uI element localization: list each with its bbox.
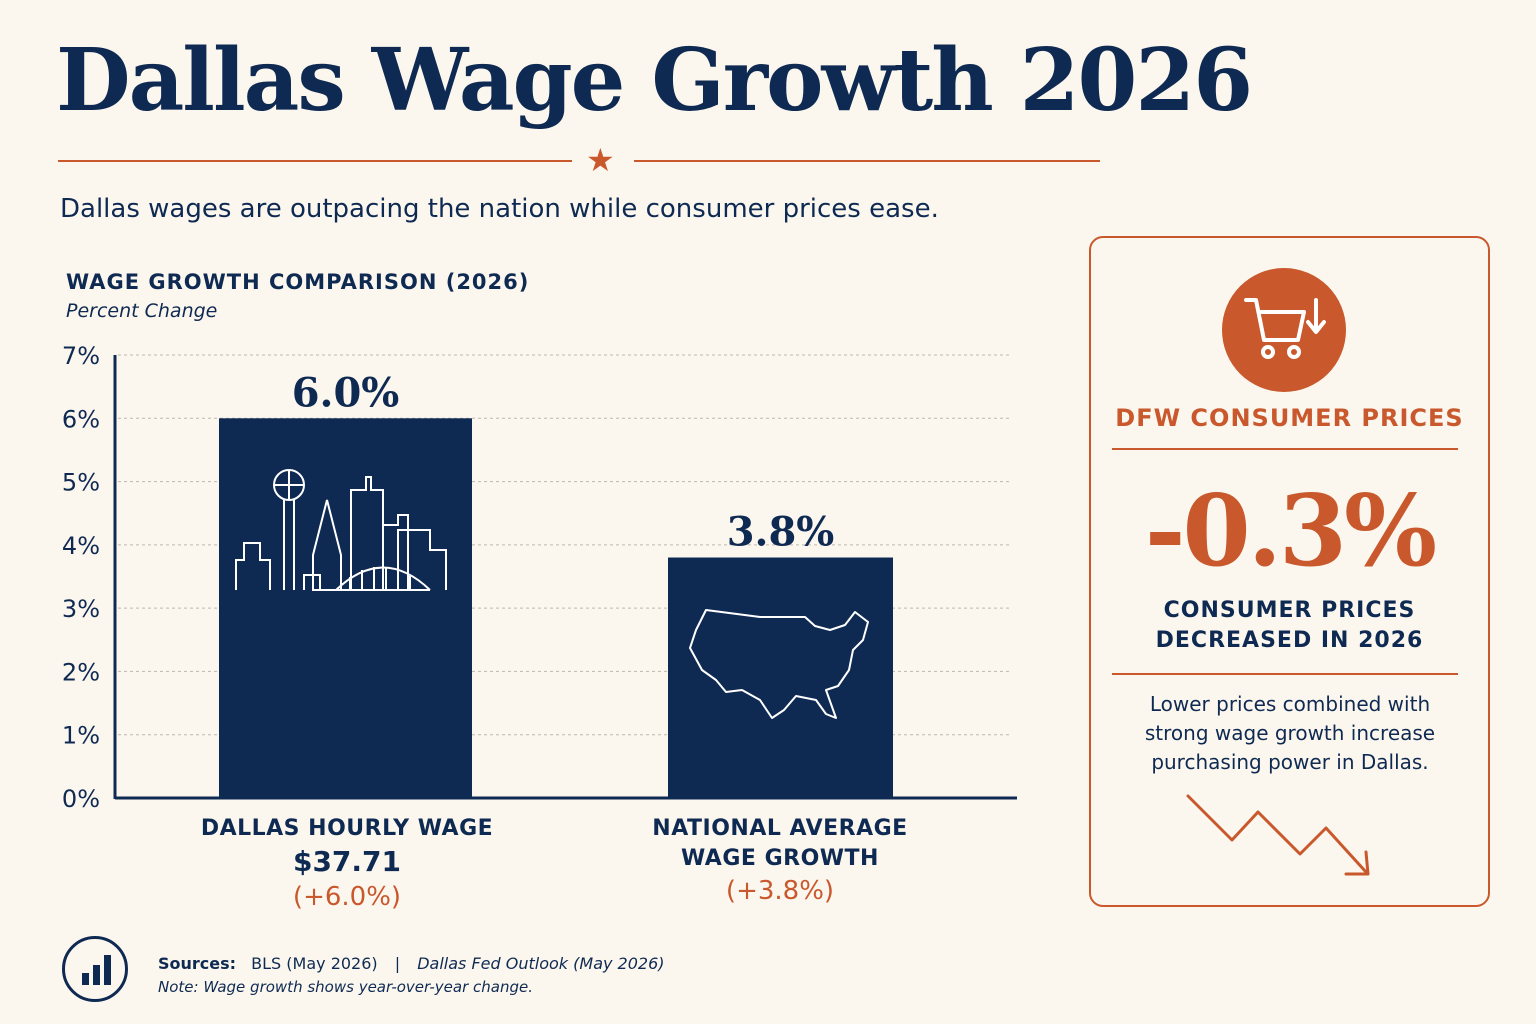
dallas-wage-change: (+6.0%) [292, 882, 402, 912]
page-subtitle: Dallas wages are outpacing the nation wh… [60, 194, 939, 224]
footnote: Note: Wage growth shows year-over-year c… [158, 978, 533, 996]
sources-label: Sources: [158, 954, 237, 973]
bar [219, 418, 472, 798]
chart-ylabel: Percent Change [66, 300, 218, 322]
category-label-dallas: DALLAS HOURLY WAGE $37.71 (+6.0%) [190, 814, 504, 914]
bar [668, 557, 893, 798]
y-tick-label: 6% [62, 405, 100, 433]
y-tick-label: 7% [62, 342, 100, 370]
panel-divider-bottom [1112, 673, 1458, 675]
consumer-prices-panel [1089, 236, 1490, 907]
y-tick-label: 1% [62, 722, 100, 750]
national-wage-change: (+3.8%) [725, 876, 835, 906]
title-rule-right [634, 160, 1100, 162]
bar-chart-icon [62, 936, 128, 1002]
y-tick-label: 0% [62, 785, 100, 813]
y-tick-label: 5% [62, 469, 100, 497]
bar-value-label: 6.0% [292, 369, 400, 416]
y-tick-label: 3% [62, 595, 100, 623]
sources-line: Sources: BLS (May 2026) | Dallas Fed Out… [158, 954, 665, 973]
source-bls: BLS (May 2026) [251, 954, 378, 973]
dallas-skyline-icon [235, 469, 447, 591]
usa-map-icon [689, 609, 869, 719]
downtrend-arrow-icon [1186, 794, 1370, 876]
source-separator: | [394, 954, 401, 973]
panel-body-text: Lower prices combined with strong wage g… [1110, 690, 1470, 777]
panel-body-line2: strong wage growth increase [1144, 721, 1436, 745]
category-name-line1: NATIONAL AVERAGE [652, 816, 908, 841]
star-icon: ★ [586, 141, 615, 179]
consumer-price-change-value: -0.3% [1144, 474, 1437, 589]
source-dallas-fed: Dallas Fed Outlook (May 2026) [417, 954, 665, 973]
chart-title: WAGE GROWTH COMPARISON (2026) [66, 270, 530, 294]
panel-divider-top [1112, 448, 1458, 450]
panel-caption: CONSUMER PRICES DECREASED IN 2026 [1089, 596, 1490, 656]
category-name: DALLAS HOURLY WAGE [200, 816, 494, 841]
panel-body-line1: Lower prices combined with [1149, 692, 1431, 716]
bar-value-label: 3.8% [727, 509, 835, 556]
panel-caption-line1: CONSUMER PRICES [1163, 598, 1416, 623]
panel-heading: DFW CONSUMER PRICES [1115, 404, 1464, 432]
category-name-line2: WAGE GROWTH [681, 846, 879, 871]
panel-body-line3: purchasing power in Dallas. [1151, 750, 1429, 774]
dallas-hourly-wage-value: $37.71 [292, 845, 402, 878]
panel-caption-line2: DECREASED IN 2026 [1155, 628, 1424, 653]
category-label-national: NATIONAL AVERAGE WAGE GROWTH (+3.8%) [620, 814, 940, 908]
page-title: Dallas Wage Growth 2026 [56, 30, 1253, 131]
shopping-cart-down-icon [1222, 268, 1346, 392]
wage-growth-chart: 0% 1% 2% 3% 4% 5% 6% 7% 6.0% 3.8% [62, 342, 1017, 813]
title-rule-left [58, 160, 572, 162]
y-tick-label: 2% [62, 658, 100, 686]
y-tick-label: 4% [62, 532, 100, 560]
